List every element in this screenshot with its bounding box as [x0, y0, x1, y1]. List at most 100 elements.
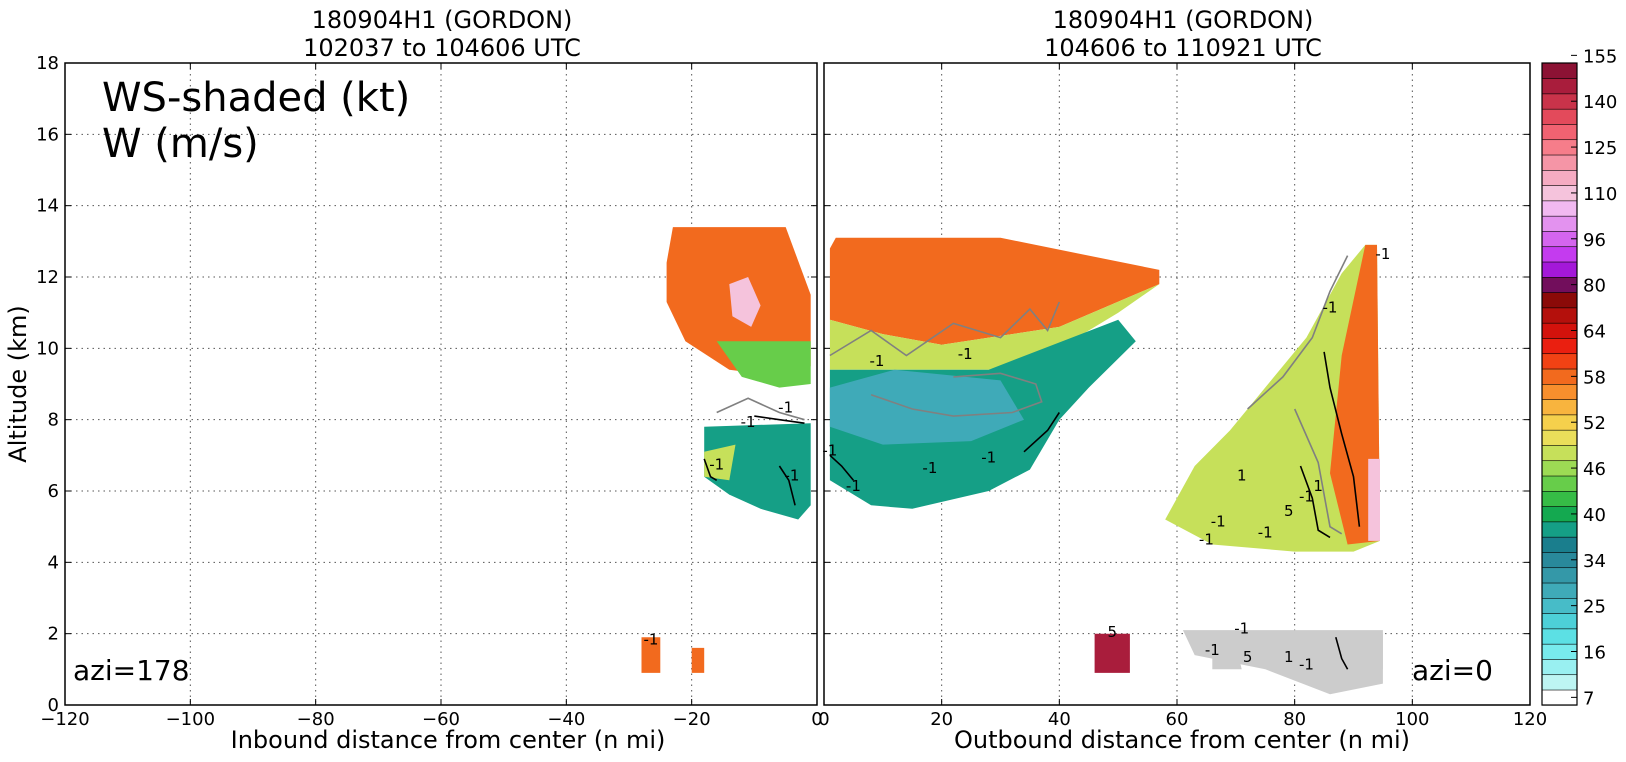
colorbar: 7 16 25 34 40 46 52 58 64 80 96 110 125 140 155: [1541, 46, 1617, 709]
colorbar-tick-label: 34: [1583, 551, 1606, 572]
windspeed-region: [1094, 633, 1130, 673]
colorbar-tick-labels: 7 16 25 34 40 46 52 58 64 80 96 110 125 140 155: [1571, 46, 1617, 709]
colorbar-tick-label: 25: [1583, 597, 1606, 618]
colorbar-tick-label: 58: [1583, 367, 1606, 388]
windspeed-region: [716, 341, 811, 388]
colorbar-band: [1541, 658, 1578, 676]
colorbar-band: [1541, 123, 1578, 141]
colorbar-band: [1541, 521, 1578, 538]
legend-w: W (m/s): [102, 121, 259, 167]
colorbar-tick-label: 155: [1583, 46, 1617, 67]
colorbar-band: [1541, 536, 1578, 553]
colorbar-band: [1541, 200, 1578, 217]
colorbar-band: [1541, 337, 1578, 355]
y-tick-label: 4: [48, 552, 59, 573]
legend-ws-shaded: WS-shaded (kt): [102, 75, 410, 121]
colorbar-band: [1541, 154, 1578, 171]
colorbar-band: [1541, 307, 1578, 324]
w-contour-line: [754, 415, 805, 424]
x-tick-label: 0: [818, 709, 829, 730]
colorbar-tick-label: 110: [1583, 184, 1617, 205]
colorbar-band: [1541, 108, 1578, 125]
windspeed-region: [829, 369, 1024, 445]
colorbar-band: [1541, 62, 1578, 79]
x-tick-label: 80: [1283, 709, 1306, 730]
left-y-tick-labels: 0 2 4 6 8 10 12 14 16 18: [36, 53, 817, 716]
contour-label: -1: [822, 441, 837, 459]
colorbar-bands: [1541, 62, 1578, 706]
windspeed-region: [729, 277, 761, 327]
right-x-tick-labels: 0 20 40 60 80 100 120: [818, 62, 1547, 730]
colorbar-band: [1541, 353, 1578, 370]
contour-label: 5: [1108, 623, 1118, 641]
colorbar-band: [1541, 77, 1578, 95]
colorbar-band: [1541, 398, 1578, 416]
windspeed-region: [829, 284, 1160, 370]
right-w-contours: [829, 255, 1361, 670]
contour-label: -1: [869, 352, 884, 370]
left-w-contours: [703, 397, 805, 506]
contour-label: 1: [1313, 477, 1323, 495]
contour-label: 1: [1284, 648, 1294, 666]
colorbar-band: [1541, 444, 1578, 462]
colorbar-tick-label: 52: [1583, 413, 1606, 434]
colorbar-band: [1541, 246, 1578, 263]
colorbar-band: [1541, 628, 1578, 645]
x-tick-label: −80: [297, 709, 335, 730]
left-contour-labels: -1 -1 -1 -1 -1: [643, 399, 799, 649]
x-tick-label: −60: [422, 709, 460, 730]
windspeed-region: [1368, 458, 1380, 541]
windspeed-region: [1165, 244, 1380, 552]
windspeed-region: [691, 647, 705, 673]
left-title-line1: 180904H1 (GORDON): [312, 6, 573, 34]
contour-label: -1: [1205, 641, 1220, 659]
x-tick-label: 0: [811, 709, 822, 730]
colorbar-tick-label: 96: [1583, 230, 1606, 251]
y-tick-label: 16: [36, 124, 59, 145]
w-contour-line: [829, 454, 855, 481]
w-contour-line: [1293, 408, 1343, 535]
left-plot-frame: [65, 63, 817, 705]
contour-label: -1: [1299, 655, 1314, 673]
windspeed-region: [1341, 633, 1383, 670]
right-title-line2: 104606 to 110921 UTC: [1044, 34, 1322, 62]
w-contour-line: [778, 465, 796, 506]
x-tick-label: 60: [1166, 709, 1189, 730]
x-tick-label: −20: [673, 709, 711, 730]
left-x-axis-label: Inbound distance from center (n mi): [231, 726, 666, 754]
colorbar-band: [1541, 490, 1578, 507]
x-tick-label: 100: [1395, 709, 1429, 730]
x-tick-label: 40: [1048, 709, 1071, 730]
contour-label: 1: [1237, 466, 1247, 484]
contour-label: -1: [1258, 523, 1273, 541]
w-contour-line: [716, 397, 805, 421]
w-contour-line: [829, 301, 1061, 357]
contour-label: 5: [1284, 502, 1294, 520]
colorbar-tick-label: 16: [1583, 643, 1606, 664]
contour-label: -1: [1322, 299, 1337, 317]
colorbar-tick-label: 125: [1583, 138, 1617, 159]
colorbar-band: [1541, 567, 1578, 584]
right-contour-labels: -1 -1-1-1-1-1 11-15-1-1-1-1-1 5 1 -15-1-1: [822, 245, 1390, 673]
right-azimuth-label: azi=0: [1412, 654, 1493, 687]
w-contour-line: [1023, 412, 1060, 453]
left-panel: -1 -1 -1 -1 -1 −120 −100 −80 −60 −40 −20 0 0 2 4 6 8 10…: [4, 6, 823, 754]
contour-label: -1: [1375, 245, 1390, 263]
contour-label: -1: [709, 456, 724, 474]
right-panel: -1 -1-1-1-1-1 11-15-1-1-1-1-1 5 1 -15-1-1 0 20…: [818, 6, 1547, 754]
w-contour-line: [1299, 465, 1331, 539]
windspeed-region: [829, 237, 1160, 345]
contour-label: -1: [981, 448, 996, 466]
y-tick-label: 2: [48, 624, 59, 645]
contour-label: -1: [643, 630, 658, 648]
colorbar-tick-label: 140: [1583, 92, 1617, 113]
contour-label: -1: [741, 413, 756, 431]
x-tick-label: −100: [166, 709, 215, 730]
w-contour-line: [703, 458, 718, 481]
contour-label: -1: [1211, 513, 1226, 531]
windspeed-region: [1330, 244, 1380, 545]
colorbar-band: [1541, 215, 1578, 232]
colorbar-band: [1541, 612, 1578, 630]
y-tick-label: 12: [36, 267, 59, 288]
